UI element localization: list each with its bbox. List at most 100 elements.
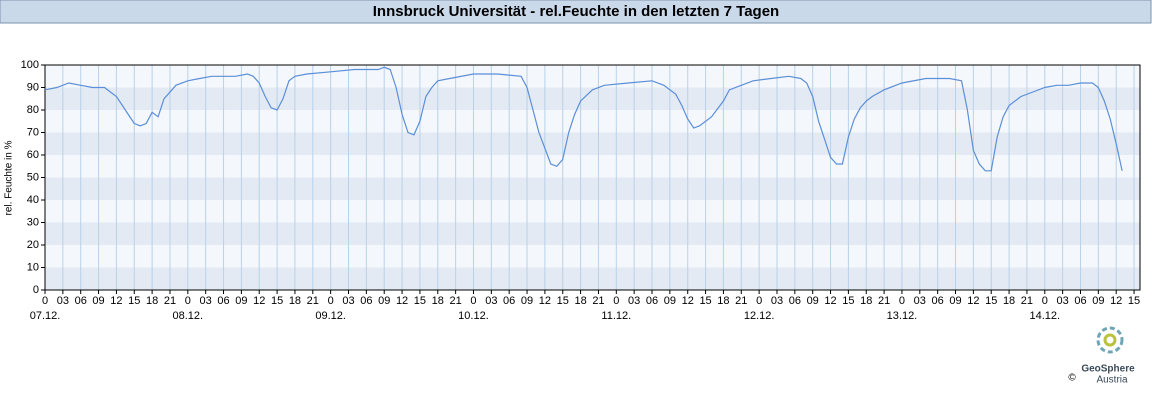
band (45, 132, 1140, 155)
x-tick-label: 03 (57, 295, 69, 307)
band (45, 267, 1140, 290)
x-tick-label: 06 (217, 295, 229, 307)
y-tick-label: 90 (27, 81, 39, 93)
x-tick-label: 18 (289, 295, 301, 307)
band (45, 155, 1140, 178)
x-tick-label: 18 (717, 295, 729, 307)
x-tick-label: 15 (557, 295, 569, 307)
band (45, 177, 1140, 200)
x-tick-label: 12 (253, 295, 265, 307)
date-label: 10.12. (458, 310, 489, 322)
x-tick-label: 0 (899, 295, 905, 307)
logo-sub: Austria (1096, 375, 1128, 386)
logo-name: GeoSphere (1081, 364, 1135, 375)
x-tick-label: 06 (503, 295, 515, 307)
x-tick-label: 21 (307, 295, 319, 307)
y-axis-label: rel. Feuchte in % (4, 140, 15, 215)
y-tick-label: 30 (27, 216, 39, 228)
x-tick-label: 03 (914, 295, 926, 307)
band (45, 245, 1140, 268)
x-tick-label: 0 (185, 295, 191, 307)
x-tick-label: 12 (110, 295, 122, 307)
x-tick-label: 09 (378, 295, 390, 307)
x-tick-label: 15 (842, 295, 854, 307)
band (45, 110, 1140, 133)
x-tick-label: 06 (932, 295, 944, 307)
band (45, 222, 1140, 245)
date-label: 11.12. (601, 310, 631, 322)
logo-icon (1096, 326, 1124, 354)
title-bar (0, 0, 1152, 24)
x-tick-label: 15 (414, 295, 426, 307)
x-tick-label: 09 (521, 295, 533, 307)
x-tick-label: 15 (699, 295, 711, 307)
y-tick-label: 80 (27, 104, 39, 116)
x-tick-label: 03 (771, 295, 783, 307)
x-tick-label: 18 (1003, 295, 1015, 307)
date-label: 07.12. (30, 310, 61, 322)
x-tick-label: 03 (485, 295, 497, 307)
x-tick-label: 06 (75, 295, 87, 307)
x-tick-label: 03 (200, 295, 212, 307)
x-tick-label: 0 (1042, 295, 1048, 307)
chart-title: Innsbruck Universität - rel.Feuchte in d… (373, 3, 779, 20)
x-tick-label: 12 (396, 295, 408, 307)
x-tick-label: 18 (860, 295, 872, 307)
x-tick-label: 0 (328, 295, 334, 307)
y-tick-label: 40 (27, 194, 39, 206)
x-tick-label: 09 (1092, 295, 1104, 307)
x-tick-label: 06 (1074, 295, 1086, 307)
x-tick-label: 12 (682, 295, 694, 307)
x-tick-label: 21 (1021, 295, 1033, 307)
logo-icon (1103, 333, 1117, 347)
x-tick-label: 09 (949, 295, 961, 307)
x-tick-label: 15 (985, 295, 997, 307)
y-tick-label: 10 (27, 261, 39, 273)
x-tick-label: 15 (271, 295, 283, 307)
y-tick-label: 50 (27, 171, 39, 183)
y-tick-label: 100 (21, 59, 39, 71)
x-tick-label: 03 (342, 295, 354, 307)
x-tick-label: 15 (1128, 295, 1140, 307)
date-label: 14.12. (1029, 310, 1060, 322)
x-tick-label: 21 (878, 295, 890, 307)
x-tick-label: 12 (967, 295, 979, 307)
y-tick-label: 0 (33, 284, 39, 296)
x-tick-label: 21 (450, 295, 462, 307)
date-label: 13.12. (887, 310, 918, 322)
x-tick-label: 0 (613, 295, 619, 307)
band (45, 87, 1140, 110)
x-tick-label: 09 (664, 295, 676, 307)
x-tick-label: 12 (1110, 295, 1122, 307)
x-tick-label: 09 (807, 295, 819, 307)
x-tick-label: 09 (235, 295, 247, 307)
date-label: 09.12. (315, 310, 346, 322)
x-tick-label: 03 (628, 295, 640, 307)
x-tick-label: 0 (42, 295, 48, 307)
x-tick-label: 06 (646, 295, 658, 307)
x-tick-label: 12 (539, 295, 551, 307)
logo: GeoSphere Austria © (1068, 326, 1135, 386)
x-tick-label: 06 (789, 295, 801, 307)
date-label: 08.12. (173, 310, 204, 322)
y-tick-label: 60 (27, 149, 39, 161)
x-tick-label: 0 (470, 295, 476, 307)
x-tick-label: 18 (432, 295, 444, 307)
x-tick-label: 21 (735, 295, 747, 307)
x-tick-label: 15 (128, 295, 140, 307)
band (45, 200, 1140, 223)
y-tick-label: 70 (27, 126, 39, 138)
plot-frame (44, 64, 1141, 291)
x-tick-label: 09 (92, 295, 104, 307)
x-tick-label: 21 (592, 295, 604, 307)
x-tick-label: 18 (146, 295, 158, 307)
x-tick-label: 21 (164, 295, 176, 307)
copyright: © (1068, 373, 1076, 384)
line-series (44, 66, 1123, 172)
x-tick-label: 12 (824, 295, 836, 307)
x-tick-label: 18 (574, 295, 586, 307)
x-tick-label: 03 (1057, 295, 1069, 307)
date-label: 12.12. (744, 310, 775, 322)
